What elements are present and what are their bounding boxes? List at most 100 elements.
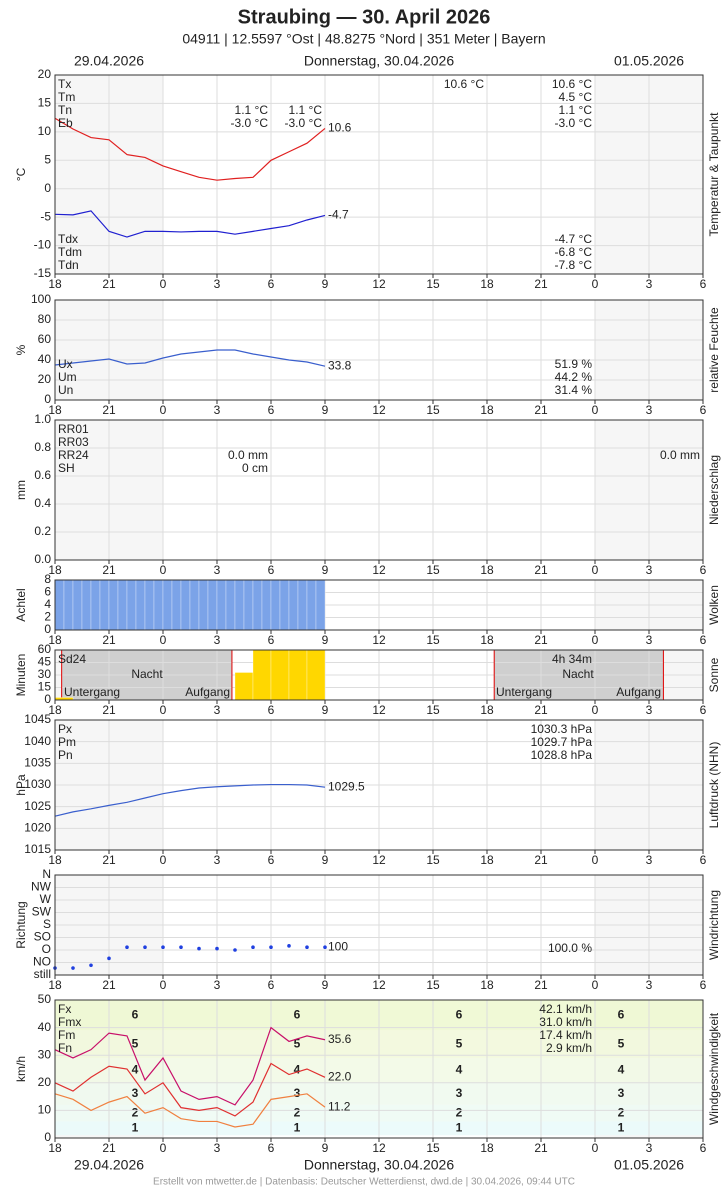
x-tick-label: 21 (102, 403, 116, 417)
stat-note: 1028.8 hPa (531, 748, 593, 762)
stat-note: Tn (58, 103, 72, 117)
x-tick-label: 15 (426, 633, 440, 647)
x-tick-label: 21 (534, 277, 548, 291)
x-tick-label: 21 (534, 853, 548, 867)
x-tick-label: 18 (48, 277, 62, 291)
stat-note: 1.1 °C (289, 103, 323, 117)
y-tick-label: 1025 (24, 799, 51, 813)
beaufort-label: 6 (132, 1007, 139, 1021)
bar (180, 579, 191, 631)
stat-note: Tx (58, 77, 71, 91)
stat-note: 0.0 mm (228, 448, 268, 462)
y-tick-label: 0 (44, 1130, 51, 1144)
dot (305, 945, 309, 950)
dot (125, 945, 129, 950)
bar (135, 579, 146, 631)
y-tick-label: 0.0 (34, 552, 51, 566)
bar (54, 579, 65, 631)
side-label: relative Feuchte (707, 307, 721, 393)
bar (297, 579, 308, 631)
x-tick-label: 9 (322, 703, 329, 717)
stat-note: Untergang (496, 685, 552, 699)
stat-note: 0.0 mm (660, 448, 700, 462)
x-tick-label: 0 (160, 853, 167, 867)
x-tick-label: 9 (322, 277, 329, 291)
x-tick-label: 12 (372, 703, 386, 717)
beaufort-label: 4 (456, 1063, 463, 1077)
x-tick-label: 12 (372, 277, 386, 291)
x-tick-label: 12 (372, 633, 386, 647)
x-tick-label: 15 (426, 978, 440, 992)
x-tick-label: 21 (102, 633, 116, 647)
stat-note: -7.8 °C (555, 258, 593, 272)
beaufort-label: 4 (132, 1063, 139, 1077)
x-tick-label: 18 (480, 563, 494, 577)
frame (54, 299, 704, 401)
bar (198, 579, 209, 631)
y-tick-label: -10 (34, 238, 52, 252)
frame (54, 419, 704, 561)
y-tick-label: -15 (34, 266, 52, 280)
stat-note: Tdn (58, 258, 79, 272)
x-tick-label: 9 (322, 1141, 329, 1155)
x-tick-label: 6 (700, 403, 707, 417)
y-tick-label: SW (32, 905, 52, 919)
beaufort-label: 1 (294, 1121, 301, 1135)
subtitle: 04911 | 12.5597 °Ost | 48.8275 °Nord | 3… (182, 31, 545, 47)
stat-note: Fmx (58, 1015, 81, 1029)
stat-note: -6.8 °C (555, 245, 593, 259)
x-tick-label: 9 (322, 563, 329, 577)
y-axis-label: km/h (14, 1056, 28, 1082)
x-tick-label: 6 (268, 563, 275, 577)
stat-note: Tdx (58, 232, 78, 246)
y-axis-label: % (14, 344, 28, 355)
y-tick-label: 5 (44, 152, 51, 166)
x-tick-label: 15 (426, 703, 440, 717)
x-tick-label: 0 (160, 1141, 167, 1155)
dot (269, 945, 273, 950)
y-tick-label: 1040 (24, 734, 51, 748)
beaufort-label: 6 (294, 1007, 301, 1021)
bar (117, 579, 128, 631)
end-label: -4.7 (328, 208, 349, 222)
y-tick-label: 1030 (24, 777, 51, 791)
x-tick-label: 3 (214, 633, 221, 647)
side-label: Temperatur & Taupunkt (707, 112, 721, 237)
stat-note: -3.0 °C (231, 116, 269, 130)
x-tick-label: 12 (372, 1141, 386, 1155)
x-tick-label: 21 (534, 1141, 548, 1155)
dot (89, 963, 93, 968)
dot (71, 966, 75, 970)
bar (72, 579, 83, 631)
dot (233, 948, 237, 952)
line (54, 349, 326, 367)
end-label: 22.0 (328, 1069, 352, 1083)
y-tick-label: 0.4 (34, 496, 51, 510)
x-tick-label: 12 (372, 978, 386, 992)
x-tick-label: 0 (592, 1141, 599, 1155)
x-tick-label: 15 (426, 853, 440, 867)
bar (189, 579, 200, 631)
bar (261, 579, 272, 631)
x-tick-label: 18 (480, 1141, 494, 1155)
line (54, 210, 326, 238)
y-tick-label: 1020 (24, 821, 51, 835)
x-tick-label: 0 (592, 703, 599, 717)
beaufort-label: 2 (618, 1105, 625, 1119)
x-tick-label: 0 (592, 403, 599, 417)
beaufort-label: 6 (456, 1007, 463, 1021)
x-tick-label: 3 (646, 1141, 653, 1155)
stat-note: 1.1 °C (559, 103, 593, 117)
x-tick-label: 6 (700, 978, 707, 992)
y-tick-label: 40 (38, 1020, 52, 1034)
y-tick-label: -5 (40, 209, 51, 223)
y-axis-label: hPa (14, 774, 28, 796)
stat-note: Sd24 (58, 652, 86, 666)
x-tick-label: 0 (592, 563, 599, 577)
x-tick-label: 0 (592, 853, 599, 867)
y-tick-label: 15 (38, 96, 52, 110)
x-tick-label: 18 (48, 563, 62, 577)
beaufort-label: 3 (618, 1086, 625, 1100)
beaufort-label: 2 (132, 1105, 139, 1119)
x-tick-label: 15 (426, 563, 440, 577)
